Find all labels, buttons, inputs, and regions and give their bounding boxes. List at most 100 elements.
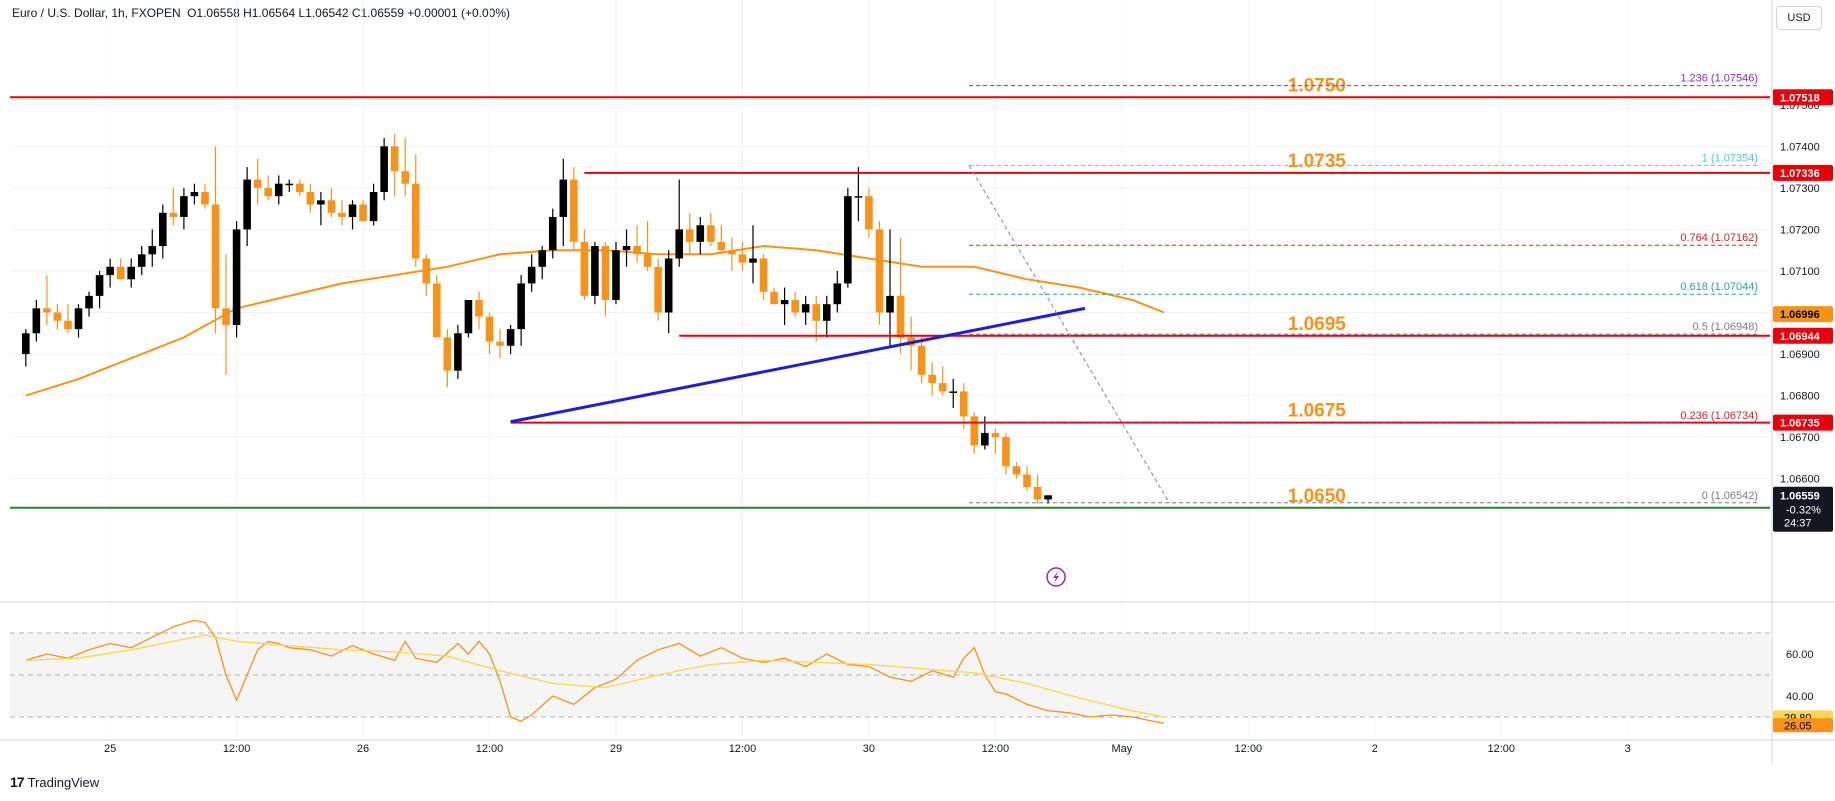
time-tick-label: 12:00 [1487, 743, 1515, 755]
candle-body [622, 246, 631, 251]
price-badge-bg [1773, 414, 1833, 431]
tradingview-brand: TradingView [27, 774, 100, 790]
rsi-ma-line [25, 634, 1165, 718]
candle [527, 254, 536, 292]
candle [664, 250, 673, 334]
candle-body [738, 254, 747, 263]
tradingview-mark-icon: 17 [10, 774, 25, 790]
candle-body [148, 246, 157, 255]
candle [338, 200, 346, 226]
price-badge-text: 1.06944 [1780, 331, 1821, 343]
candle [53, 304, 62, 330]
candle [538, 246, 547, 280]
candle-body [1023, 474, 1031, 487]
candle [854, 167, 863, 222]
flash-event-icon-bolt [1053, 571, 1060, 583]
candle-body [675, 229, 684, 259]
candle [570, 167, 578, 251]
candle-body [822, 304, 831, 321]
candle [169, 187, 178, 226]
fibonacci-layer: 1.236 (1.07546) 1 (1.07354) 0.764 (1.07162… [969, 73, 1760, 504]
candle [274, 175, 283, 205]
candle-body [1012, 466, 1021, 475]
candle [780, 287, 789, 325]
candle [148, 229, 157, 267]
candle [728, 237, 736, 271]
candle-body [137, 254, 146, 267]
candle-body [633, 246, 641, 255]
time-tick-label: 30 [863, 743, 875, 755]
rsi-line [25, 619, 1165, 724]
candle-body [570, 179, 578, 242]
candle [317, 192, 325, 226]
candle-body [854, 196, 863, 198]
candle [116, 258, 125, 280]
candle-body [285, 183, 294, 186]
candle-body [64, 320, 72, 330]
bar-countdown: 24:37 [1784, 518, 1812, 530]
candle [95, 270, 104, 309]
time-tick-label: 12:00 [729, 743, 757, 755]
resistance-1.0750-label: 1.0750 [1288, 75, 1346, 96]
candle-body [253, 179, 262, 188]
candle-body [222, 308, 230, 325]
candle [643, 221, 652, 271]
candle [454, 324, 462, 379]
candle-body [22, 333, 30, 355]
fib-level-label: 1 (1.07354) [1702, 152, 1758, 164]
candle [844, 187, 852, 288]
fib-level-label: 1.236 (1.07546) [1680, 73, 1758, 85]
resistance-1.0735-label: 1.0735 [1288, 151, 1347, 172]
price-tick-label: 1.06900 [1780, 349, 1820, 361]
fib-level-label: 0.236 (1.06734) [1680, 410, 1758, 422]
candle-body [95, 275, 104, 296]
candle-body [159, 212, 167, 247]
candle-body [654, 266, 662, 313]
candle [654, 258, 662, 321]
candle-body [327, 200, 336, 213]
last-price-text: 1.06559 [1780, 491, 1820, 503]
time-tick-label: 26 [357, 743, 369, 755]
rsi-badge-bg [1773, 718, 1833, 733]
rsi-badge-text: 26.05 [1784, 720, 1812, 732]
candle-body [296, 183, 304, 193]
price-tick-label: 1.07300 [1780, 183, 1820, 195]
candle-body [74, 308, 83, 330]
time-tick-label: May [1111, 743, 1132, 755]
candle [296, 179, 304, 197]
candle [738, 241, 747, 271]
candle-body [1002, 437, 1010, 467]
candle [106, 258, 114, 288]
candle [548, 208, 557, 259]
candle-body [896, 295, 905, 338]
time-tick-label: 2 [1372, 743, 1378, 755]
candle [675, 179, 684, 267]
candle-body [127, 266, 135, 280]
candle-body [749, 258, 757, 263]
candle-body [949, 391, 958, 393]
candle-body [538, 250, 547, 267]
candle-body [485, 316, 494, 342]
flash-event-icon[interactable] [1046, 567, 1066, 587]
candle-body [243, 179, 251, 230]
tradingview-logo[interactable]: 17 TradingView [10, 774, 99, 790]
candle [1012, 462, 1021, 479]
time-tick-label: 12:00 [476, 743, 504, 755]
candle-body [274, 183, 283, 197]
fib-level-label: 0.5 (1.06948) [1693, 321, 1758, 333]
symbol-legend[interactable]: Euro / U.S. Dollar, 1h, FXOPEN O1.06558 … [12, 6, 513, 20]
candle-body [506, 329, 515, 346]
candle-body [232, 229, 241, 325]
candle [190, 183, 199, 205]
candle-body [917, 345, 926, 375]
resistance-1.0695-label: 1.0695 [1288, 314, 1347, 335]
candle [464, 300, 473, 338]
currency-button[interactable]: USD [1776, 6, 1822, 30]
candle-body [201, 192, 209, 205]
candle-body [106, 266, 114, 276]
candle [696, 216, 705, 255]
ohlc-values: O1.06558 H1.06564 L1.06542 C1.06559 +0.0… [187, 6, 511, 20]
candle-body [928, 374, 936, 384]
candle [865, 187, 873, 238]
